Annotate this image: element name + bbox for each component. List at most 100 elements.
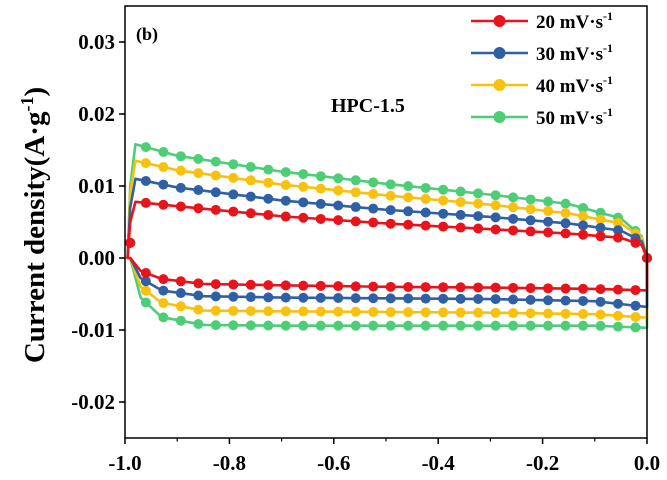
data-point-marker bbox=[298, 280, 309, 291]
data-point-marker bbox=[333, 173, 344, 184]
data-point-marker bbox=[385, 293, 396, 304]
data-point-marker bbox=[193, 153, 204, 164]
legend-label: 40 mV·s-1 bbox=[536, 73, 613, 97]
data-point-marker bbox=[245, 292, 256, 303]
data-point-marker bbox=[210, 279, 221, 290]
data-point-marker bbox=[560, 228, 571, 239]
data-point-marker bbox=[298, 212, 309, 223]
data-point-marker bbox=[263, 320, 274, 331]
data-point-marker bbox=[560, 308, 571, 319]
data-point-marker bbox=[158, 162, 169, 173]
data-point-marker bbox=[595, 214, 606, 225]
data-point-marker bbox=[490, 200, 501, 211]
data-point-marker bbox=[560, 198, 571, 209]
y-tick-label: 0.03 bbox=[78, 30, 115, 54]
data-point-marker bbox=[543, 295, 554, 306]
data-point-marker bbox=[473, 293, 484, 304]
data-point-marker bbox=[315, 198, 326, 209]
data-point-marker bbox=[473, 188, 484, 199]
data-point-marker bbox=[420, 207, 431, 218]
legend-entry: 20 mV·s-1 bbox=[471, 9, 613, 33]
data-point-marker bbox=[490, 212, 501, 223]
data-point-marker bbox=[403, 320, 414, 331]
x-tick-label: -0.2 bbox=[526, 451, 559, 475]
data-point-marker bbox=[578, 220, 589, 231]
legend-marker-swatch bbox=[493, 15, 506, 27]
data-point-marker bbox=[210, 320, 221, 331]
data-point-marker bbox=[385, 320, 396, 331]
data-point-marker bbox=[613, 232, 624, 243]
x-tick-label: -0.8 bbox=[213, 451, 246, 475]
y-axis: -0.02 -0.01 0.00 0.01 0.02 0.03 bbox=[71, 30, 125, 414]
data-point-marker bbox=[158, 312, 169, 323]
y-axis-title-main: Current density(A·g bbox=[19, 111, 51, 363]
data-point-marker bbox=[455, 293, 466, 304]
data-point-marker bbox=[175, 201, 186, 212]
data-point-marker bbox=[158, 179, 169, 190]
legend-label-superscript: -1 bbox=[603, 73, 613, 87]
data-point-marker bbox=[525, 283, 536, 294]
data-point-marker bbox=[140, 285, 151, 296]
data-point-marker bbox=[368, 293, 379, 304]
legend: 20 mV·s-130 mV·s-140 mV·s-150 mV·s-1 bbox=[471, 9, 613, 129]
y-tick-label: 0.01 bbox=[78, 174, 115, 198]
data-point-marker bbox=[245, 208, 256, 219]
x-tick-label: -0.4 bbox=[422, 451, 456, 475]
data-point-marker bbox=[228, 305, 239, 316]
data-point-marker bbox=[543, 320, 554, 331]
data-point-marker bbox=[595, 309, 606, 320]
y-tick-label: -0.02 bbox=[71, 390, 115, 414]
data-point-marker bbox=[298, 292, 309, 303]
data-point-marker bbox=[158, 146, 169, 157]
legend-label-superscript: -1 bbox=[603, 41, 613, 55]
data-point-marker bbox=[158, 199, 169, 210]
data-point-marker bbox=[280, 167, 291, 178]
data-point-marker bbox=[595, 231, 606, 242]
data-point-marker bbox=[560, 283, 571, 294]
data-point-marker bbox=[613, 310, 624, 321]
data-point-marker bbox=[420, 320, 431, 331]
data-point-marker bbox=[175, 301, 186, 312]
data-point-marker bbox=[263, 306, 274, 317]
data-point-marker bbox=[490, 190, 501, 201]
legend-marker-swatch bbox=[493, 111, 506, 123]
data-point-marker bbox=[333, 200, 344, 211]
data-point-marker bbox=[385, 179, 396, 190]
data-point-marker bbox=[420, 220, 431, 231]
data-point-marker bbox=[403, 206, 414, 217]
data-point-marker bbox=[245, 279, 256, 290]
data-point-marker bbox=[438, 184, 449, 195]
data-point-marker bbox=[368, 281, 379, 292]
data-point-marker bbox=[473, 320, 484, 331]
data-point-marker bbox=[420, 182, 431, 193]
legend-label-main: 30 mV·s bbox=[536, 44, 603, 65]
data-point-marker bbox=[350, 175, 361, 186]
data-point-marker bbox=[438, 282, 449, 293]
y-tick-label: 0.00 bbox=[78, 246, 115, 270]
x-tick-label: -1.0 bbox=[108, 451, 141, 475]
data-point-marker bbox=[438, 208, 449, 219]
data-point-marker bbox=[263, 164, 274, 175]
data-point-marker bbox=[175, 182, 186, 193]
data-point-marker bbox=[280, 320, 291, 331]
data-point-marker bbox=[578, 309, 589, 319]
series-layer bbox=[125, 142, 652, 333]
y-axis-title: Current density(A·g-1) bbox=[17, 87, 51, 363]
data-point-marker bbox=[193, 278, 204, 289]
data-point-marker bbox=[525, 194, 536, 205]
data-point-marker bbox=[350, 216, 361, 227]
data-point-marker bbox=[368, 320, 379, 331]
data-point-marker bbox=[333, 281, 344, 292]
data-point-marker bbox=[140, 158, 151, 169]
data-point-marker bbox=[333, 306, 344, 317]
data-point-marker bbox=[385, 218, 396, 229]
data-point-marker bbox=[525, 294, 536, 305]
data-point-marker bbox=[490, 282, 501, 293]
legend-label-superscript: -1 bbox=[603, 9, 613, 23]
data-point-marker bbox=[490, 294, 501, 305]
data-point-marker bbox=[140, 197, 151, 208]
data-point-marker bbox=[140, 267, 151, 278]
data-point-marker bbox=[595, 320, 606, 331]
data-point-marker bbox=[350, 293, 361, 304]
